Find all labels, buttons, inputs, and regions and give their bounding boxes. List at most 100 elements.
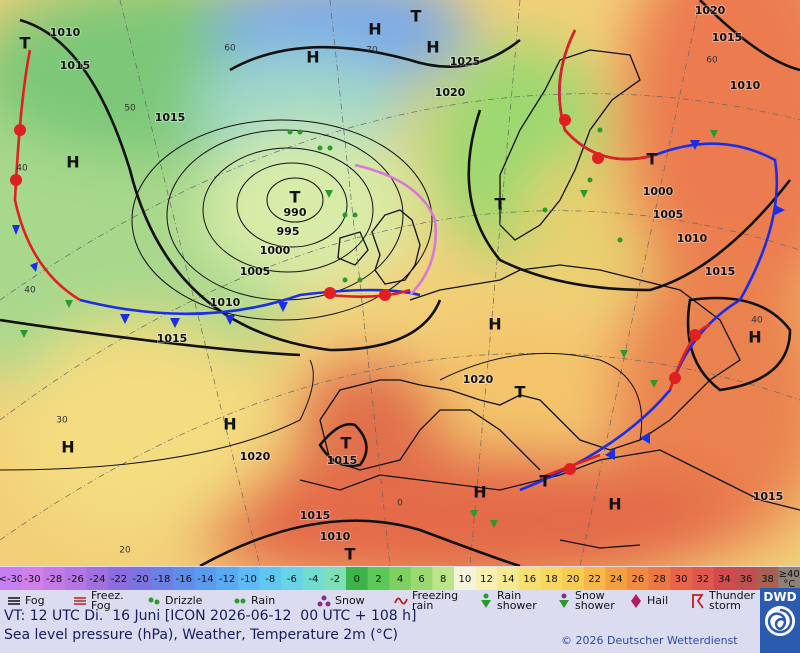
- pressure-label: 1015: [705, 265, 736, 278]
- pressure-label: 1015: [155, 111, 186, 124]
- color-label: -18: [154, 574, 170, 585]
- color-cell: [713, 567, 736, 590]
- pressure-label: 1020: [435, 86, 466, 99]
- color-cell: [756, 567, 779, 590]
- temperature-label: 40: [24, 286, 36, 296]
- color-cell: [367, 567, 390, 590]
- color-label: 8: [440, 574, 446, 585]
- color-label: <-30: [0, 574, 23, 585]
- pressure-center: T: [341, 434, 352, 453]
- pressure-label: 1005: [240, 265, 271, 278]
- coastlines: [299, 49, 800, 549]
- color-label: 22: [588, 574, 601, 585]
- color-label: 4: [397, 574, 403, 585]
- color-cell: [648, 567, 671, 590]
- color-label: -16: [176, 574, 192, 585]
- color-label: 10: [458, 574, 471, 585]
- legend-item: Drizzle: [146, 590, 216, 612]
- color-label: 0: [354, 574, 360, 585]
- valid-time: VT: 12 UTC Di. 16 Juni [ICON 2026-06-12 …: [4, 608, 417, 624]
- color-label: 16: [523, 574, 536, 585]
- legend-icon: [481, 593, 491, 608]
- legend-icon: [8, 597, 20, 605]
- color-cell: [605, 567, 628, 590]
- legend-icon: [692, 594, 704, 609]
- color-label: -4: [309, 574, 319, 585]
- pressure-label: 1020: [240, 450, 271, 463]
- pressure-label: 1015: [327, 454, 358, 467]
- color-cell: [735, 567, 758, 590]
- color-cell: [778, 567, 800, 590]
- legend-label: Snow shower: [575, 589, 615, 612]
- color-label: 2: [375, 574, 381, 585]
- pressure-center: T: [290, 188, 301, 207]
- color-cell: [670, 567, 693, 590]
- pressure-label: 1010: [730, 79, 761, 92]
- color-cell: [345, 567, 369, 590]
- pressure-center: H: [306, 48, 319, 67]
- pressure-label: 1000: [260, 244, 291, 257]
- temperature-label: 0: [397, 499, 403, 509]
- legend-label: Thunder storm: [709, 589, 755, 612]
- legend-icon: [559, 593, 569, 608]
- pressure-center: H: [368, 20, 381, 39]
- color-label: 34: [718, 574, 731, 585]
- color-label: -20: [132, 574, 148, 585]
- color-label: 20: [567, 574, 580, 585]
- legend-item: Snow: [316, 590, 376, 612]
- color-label: 6: [418, 574, 424, 585]
- pressure-label: 1000: [643, 185, 674, 198]
- pressure-center: T: [515, 383, 526, 402]
- color-cell: [562, 567, 585, 590]
- pressure-center: H: [61, 438, 74, 457]
- color-cell: [691, 567, 715, 590]
- temperature-label: 30: [56, 416, 68, 426]
- pressure-center: H: [426, 38, 439, 57]
- pressure-center: T: [495, 195, 506, 214]
- pressure-label: 1015: [157, 332, 188, 345]
- color-unit: °C: [783, 579, 795, 590]
- color-label: -22: [111, 574, 127, 585]
- legend-item: Freezing rain: [393, 590, 463, 612]
- legend-icon: [394, 597, 408, 605]
- color-cell: [64, 567, 87, 590]
- legend-icon: [234, 598, 246, 604]
- weather-map: 1010 1015 1015 990 995 1000 1005 1010 1015 1020 10…: [0, 0, 800, 566]
- map-labels: 1010 1015 1015 990 995 1000 1005 1010 1015 1020 10…: [16, 3, 784, 564]
- weather-legend: Fog Freez. Fog Drizzle Rain Snow Freezing rai…: [0, 590, 760, 612]
- pressure-center: H: [473, 483, 486, 502]
- weather-symbols: [20, 127, 718, 528]
- color-label: -14: [197, 574, 213, 585]
- color-label: -30: [24, 574, 40, 585]
- pressure-center: T: [411, 7, 422, 26]
- legend-item: Freez. Fog: [72, 590, 132, 612]
- pressure-center: T: [345, 545, 356, 564]
- pressure-label: 1015: [712, 31, 743, 44]
- pressure-label: 1010: [50, 26, 81, 39]
- legend-label: Freez. Fog: [91, 589, 124, 612]
- temperature-label: 50: [124, 104, 136, 114]
- logo-spiral: [765, 606, 795, 636]
- pressure-label: 1015: [753, 490, 784, 503]
- color-label: -24: [89, 574, 105, 585]
- color-cell: [21, 567, 44, 590]
- color-label: 24: [610, 574, 623, 585]
- color-label: 38: [761, 574, 774, 585]
- color-label: -26: [68, 574, 84, 585]
- legend-icon: [74, 597, 86, 605]
- color-cell: [324, 567, 347, 590]
- color-label: -2: [330, 574, 340, 585]
- pressure-center: T: [540, 472, 551, 491]
- legend-item: Rain: [232, 590, 302, 612]
- pressure-label: 1015: [60, 59, 91, 72]
- temperature-label: 20: [119, 546, 131, 556]
- pressure-center: T: [20, 34, 31, 53]
- legend-label: Rain: [251, 594, 276, 607]
- pressure-label: 1025: [450, 55, 481, 68]
- temperature-label: 40: [751, 316, 763, 326]
- front-symbols: [10, 114, 785, 475]
- color-label: 14: [502, 574, 515, 585]
- color-cell: [583, 567, 606, 590]
- legend-item: Thunder storm: [690, 590, 760, 612]
- pressure-label: 995: [277, 225, 300, 238]
